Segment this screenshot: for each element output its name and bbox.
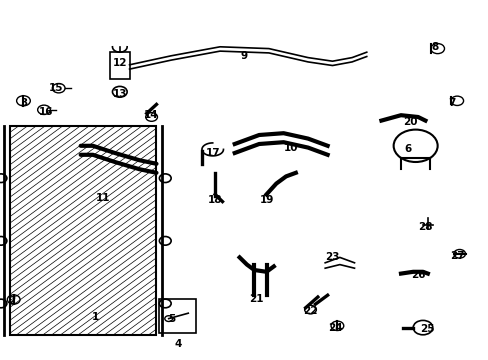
Text: 9: 9: [241, 51, 247, 61]
Text: 1: 1: [92, 312, 99, 322]
Text: 27: 27: [449, 251, 464, 261]
Text: 4: 4: [174, 339, 182, 349]
Text: 7: 7: [447, 98, 455, 108]
Text: 5: 5: [168, 314, 175, 324]
Text: 24: 24: [327, 323, 342, 333]
Text: 25: 25: [420, 324, 434, 334]
Text: 13: 13: [112, 89, 127, 99]
Text: 16: 16: [39, 107, 54, 117]
Bar: [10, 126, 156, 335]
Text: 17: 17: [205, 148, 220, 158]
Text: 28: 28: [417, 222, 432, 232]
Text: 2: 2: [9, 296, 16, 306]
Text: 23: 23: [325, 252, 339, 262]
Text: 3: 3: [20, 98, 27, 108]
Text: 22: 22: [303, 306, 317, 316]
Text: 11: 11: [95, 193, 110, 203]
Text: 12: 12: [112, 58, 127, 68]
Text: 18: 18: [207, 195, 222, 205]
Text: 14: 14: [144, 110, 159, 120]
Text: 26: 26: [410, 270, 425, 280]
Text: 19: 19: [259, 195, 273, 205]
Text: 15: 15: [49, 83, 63, 93]
Text: 8: 8: [431, 42, 438, 52]
Bar: [159, 299, 195, 333]
Text: 10: 10: [283, 143, 298, 153]
Bar: [110, 52, 129, 79]
Text: 6: 6: [404, 144, 411, 154]
Text: 20: 20: [403, 117, 417, 127]
Text: 21: 21: [249, 294, 264, 304]
